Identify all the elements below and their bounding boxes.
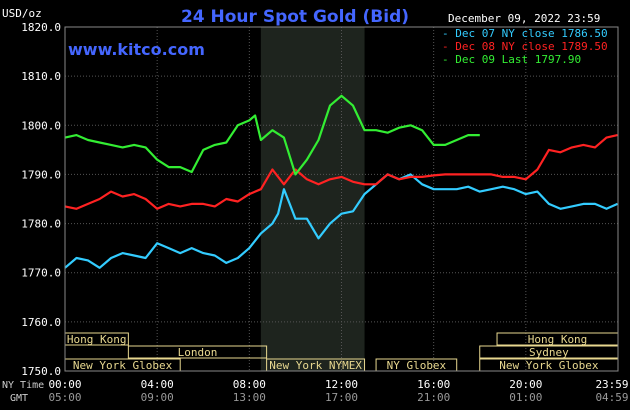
y-tick-label: 1820.0 <box>21 21 61 34</box>
y-tick-label: 1790.0 <box>21 168 61 181</box>
session-label: Hong Kong <box>67 333 127 346</box>
y-tick-label: 1780.0 <box>21 218 61 231</box>
nymex-shade-layer <box>260 27 365 371</box>
session-label: New York NYMEX <box>269 359 362 372</box>
y-tick-label: 1770.0 <box>21 267 61 280</box>
y-tick-label: 1800.0 <box>21 119 61 132</box>
legend-entry: - Dec 09 Last 1797.90 <box>442 53 581 66</box>
x-tick-label-gmt: 05:00 <box>48 391 81 404</box>
y-tick-label: 1810.0 <box>21 70 61 83</box>
x-tick-label-ny: 23:59 <box>595 378 628 391</box>
x-tick-label-ny: 20:00 <box>509 378 542 391</box>
legend-entry: - Dec 08 NY close 1789.50 <box>442 40 608 53</box>
x-tick-label-ny: 08:00 <box>233 378 266 391</box>
legend: - Dec 07 NY close 1786.50- Dec 08 NY clo… <box>442 27 608 66</box>
y-axis-unit-label: USD/oz <box>2 7 42 20</box>
ny-time-label: NY Time <box>2 380 44 391</box>
x-tick-label-ny: 04:00 <box>141 378 174 391</box>
series-line-1 <box>64 173 618 269</box>
x-tick-label-gmt: 09:00 <box>141 391 174 404</box>
session-box <box>127 345 268 359</box>
x-tick-label-gmt: 13:00 <box>233 391 266 404</box>
legend-entry: - Dec 07 NY close 1786.50 <box>442 27 608 40</box>
session-label: New York Globex <box>73 359 173 372</box>
x-tick-label-gmt: 01:00 <box>509 391 542 404</box>
session-label: London <box>178 346 218 359</box>
x-tick-label-gmt: 04:59 <box>595 391 628 404</box>
session-label: Hong Kong <box>528 333 588 346</box>
x-tick-label-gmt: 17:00 <box>325 391 358 404</box>
chart-title: 24 Hour Spot Gold (Bid) <box>181 7 409 27</box>
x-tick-label-ny: 00:00 <box>48 378 81 391</box>
x-tick-label-ny: 12:00 <box>325 378 358 391</box>
session-label: New York Globex <box>499 359 599 372</box>
watermark-url: www.kitco.com <box>68 40 205 59</box>
session-label: NY Globex <box>387 359 447 372</box>
series-layer <box>64 94 618 269</box>
session-label: Sydney <box>529 346 569 359</box>
nymex-shade <box>260 27 365 371</box>
y-axis-layer: 1820.0 1810.0 1800.0 1790.0 1780.0 1770.0 1760… <box>21 21 61 378</box>
x-tick-label-ny: 16:00 <box>417 378 450 391</box>
gmt-label: GMT <box>10 393 28 404</box>
date-label: December 09, 2022 23:59 <box>448 12 600 25</box>
series-line-2 <box>64 134 618 210</box>
y-tick-label: 1750.0 <box>21 365 61 378</box>
x-tick-label-gmt: 21:00 <box>417 391 450 404</box>
series-line-3 <box>64 94 480 176</box>
plot-frame <box>64 26 619 372</box>
y-tick-label: 1760.0 <box>21 316 61 329</box>
